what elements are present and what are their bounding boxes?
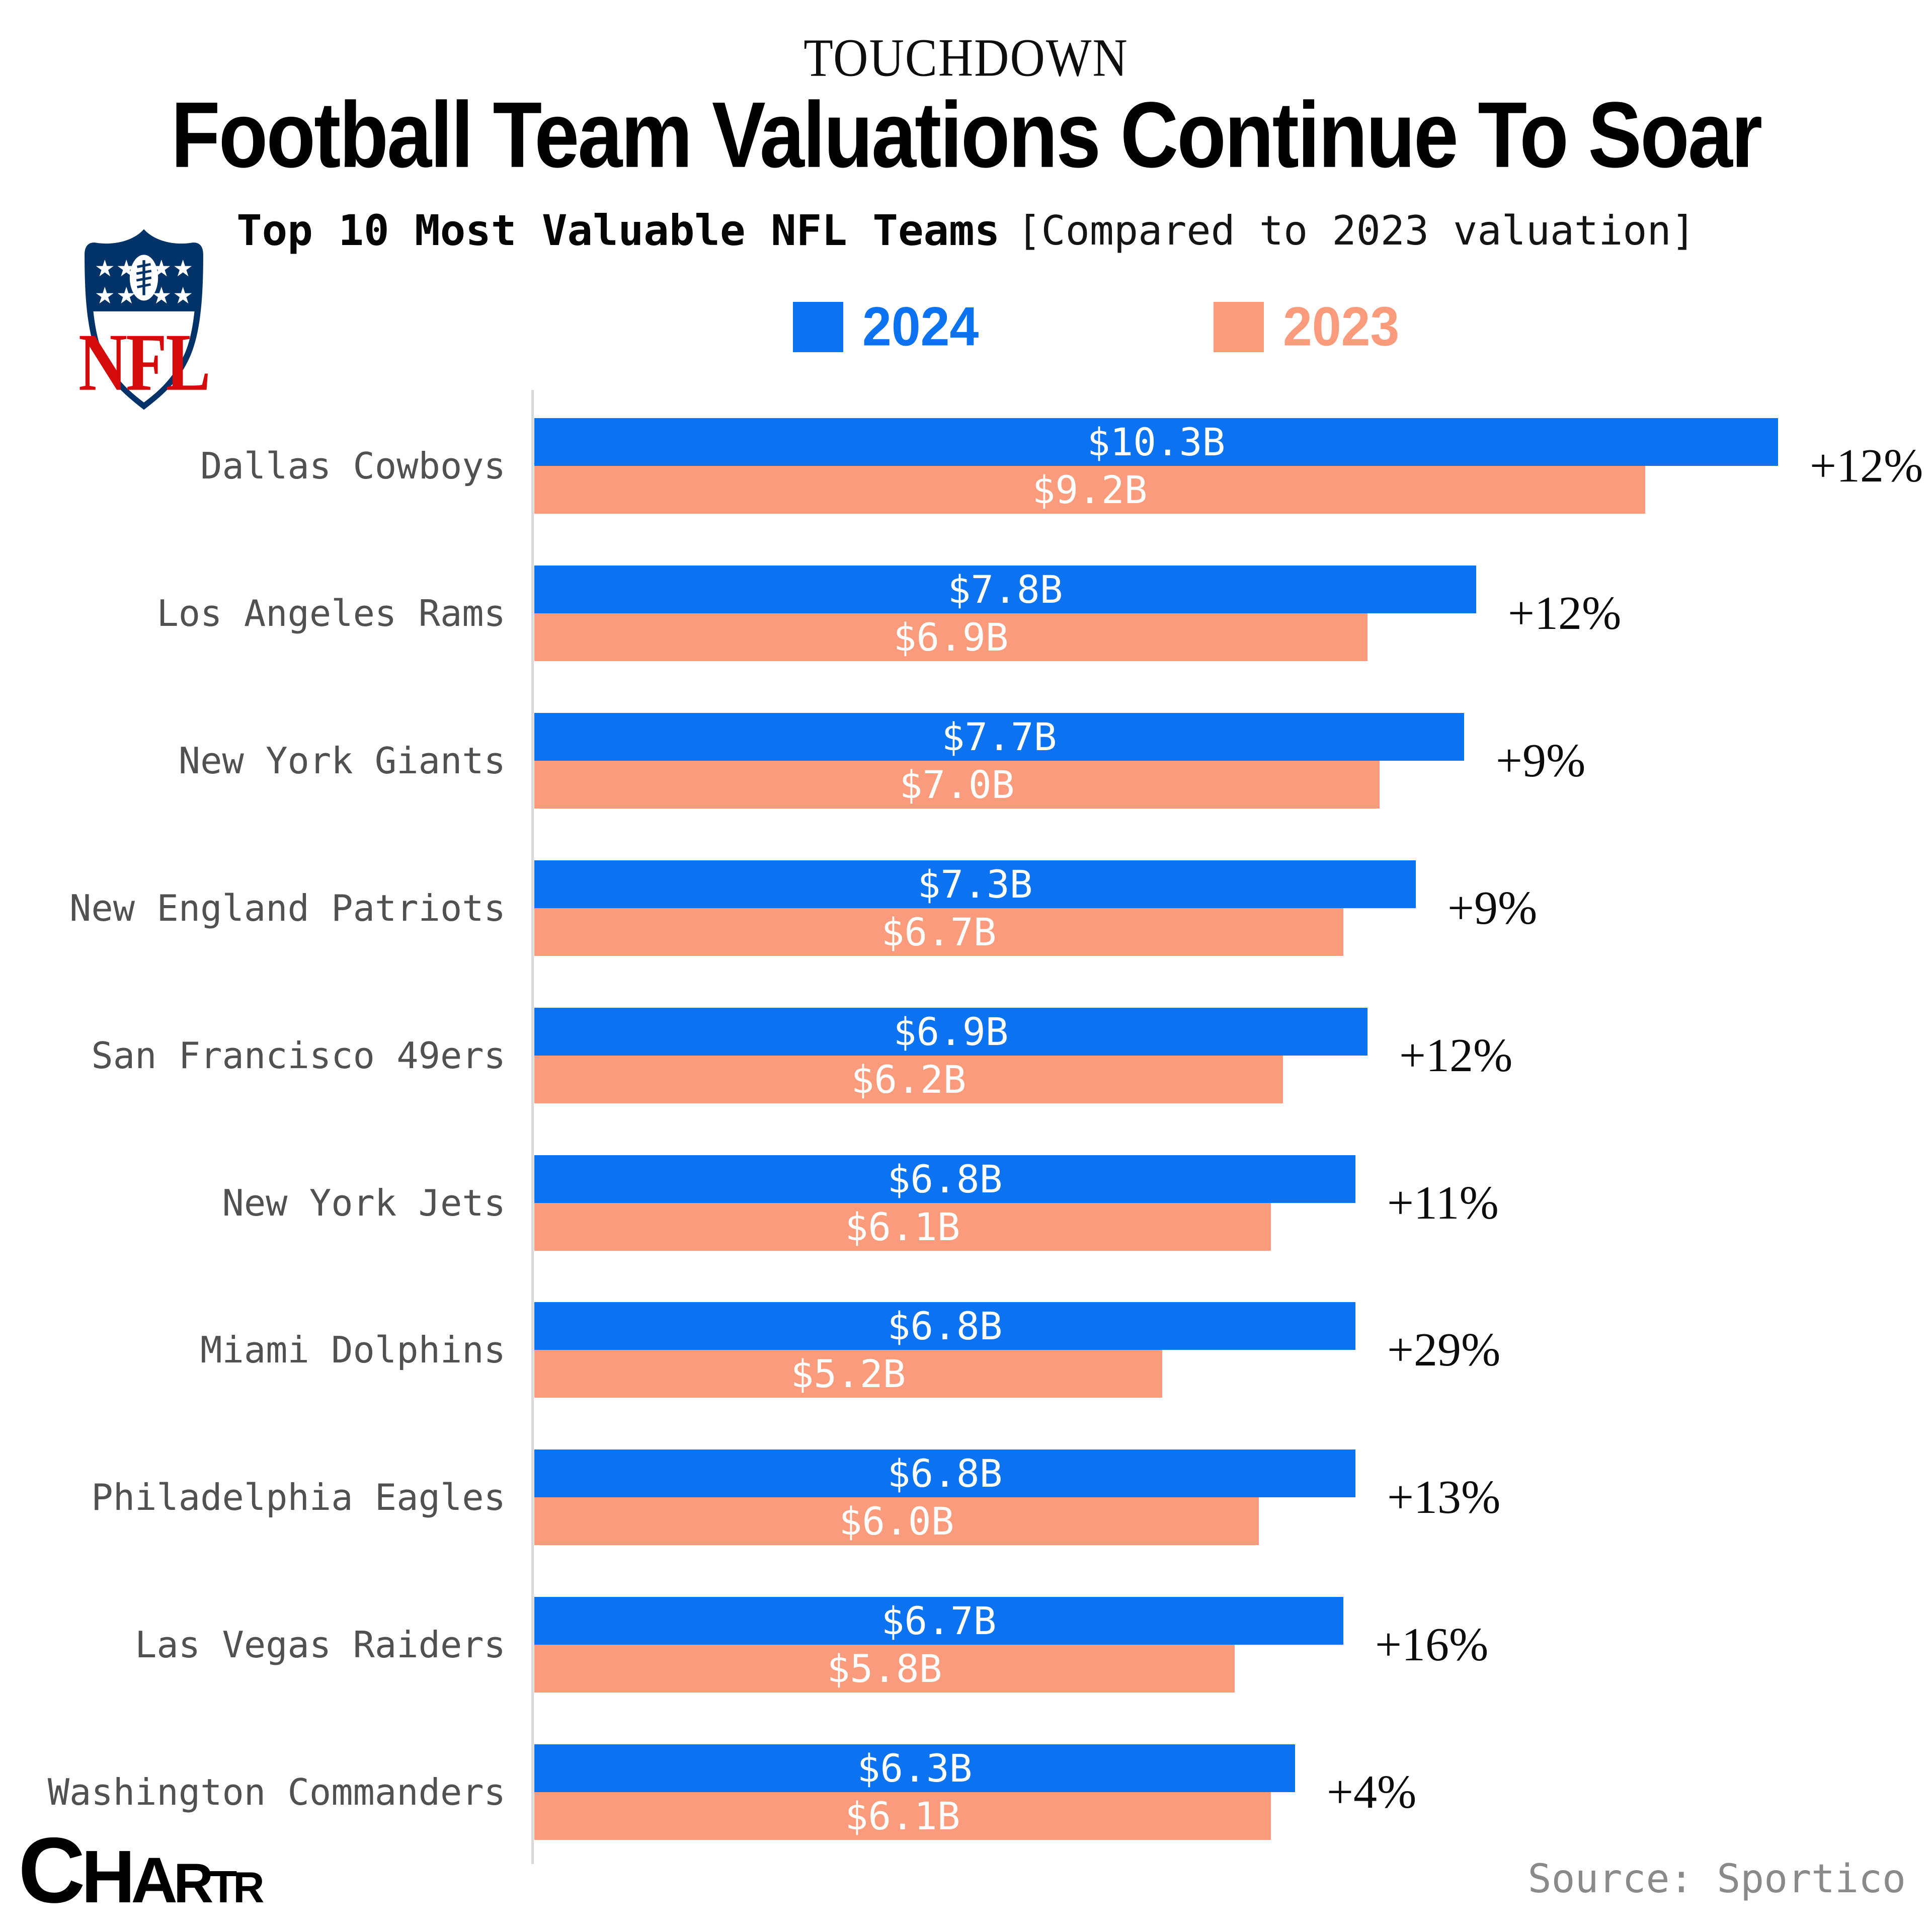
- value-label-2024: $7.7B: [941, 714, 1057, 759]
- team-row: Las Vegas Raiders $6.7B $5.8B +16%: [135, 1597, 1932, 1693]
- team-row: Dallas Cowboys $10.3B $9.2B +12%: [200, 418, 1932, 514]
- team-row: New England Patriots $7.3B $6.7B +9%: [69, 860, 1932, 956]
- change-label: +11%: [1387, 1176, 1499, 1229]
- team-label: New England Patriots: [69, 887, 506, 929]
- svg-text:★: ★: [95, 282, 115, 309]
- team-row: Philadelphia Eagles $6.8B $6.0B +13%: [91, 1450, 1932, 1546]
- nfl-stars: ★ ★ ★ ★ ★ ★ ★ ★: [95, 255, 193, 309]
- change-label: +13%: [1387, 1471, 1501, 1524]
- value-label-2024: $6.3B: [857, 1746, 973, 1791]
- value-label-2023: $6.7B: [881, 909, 997, 954]
- team-row: Miami Dolphins $6.8B $5.2B +29%: [200, 1302, 1932, 1398]
- bar-2024: $6.8B: [534, 1155, 1355, 1203]
- change-label: +12%: [1399, 1029, 1513, 1082]
- team-label: New York Giants: [178, 739, 506, 782]
- value-label-2024: $7.8B: [947, 567, 1063, 612]
- chartr-logo-letter: C: [18, 1819, 86, 1922]
- bar-2023: $7.0B: [534, 760, 1380, 809]
- value-label-2023: $6.2B: [851, 1057, 967, 1102]
- bar-2023: $5.2B: [534, 1350, 1162, 1398]
- bar-2024: $7.7B: [534, 712, 1464, 761]
- team-label: New York Jets: [222, 1181, 506, 1224]
- bar-2024: $6.9B: [534, 1007, 1367, 1056]
- change-label: +9%: [1496, 734, 1586, 787]
- team-row: Los Angeles Rams $7.8B $6.9B +12%: [156, 565, 1932, 661]
- value-label-2023: $6.9B: [893, 614, 1009, 660]
- subtitle-main: Top 10 Most Valuable NFL Teams: [236, 206, 1000, 255]
- nfl-football: [129, 255, 158, 301]
- bar-2023: $6.2B: [534, 1055, 1283, 1103]
- chartr-logo-letter: T: [209, 1862, 237, 1912]
- svg-text:★: ★: [173, 282, 193, 309]
- chartr-logo-letter: R: [173, 1853, 214, 1914]
- legend-label-2024: 2024: [862, 296, 979, 358]
- bar-2023: $6.9B: [534, 613, 1367, 661]
- value-label-2023: $5.2B: [790, 1351, 906, 1397]
- bar-2023: $6.0B: [534, 1497, 1259, 1546]
- value-label-2024: $6.8B: [887, 1451, 1003, 1496]
- value-label-2024: $6.9B: [893, 1009, 1009, 1054]
- nfl-wordmark: NFL: [78, 317, 209, 408]
- team-row: San Francisco 49ers $6.9B $6.2B +12%: [91, 1007, 1932, 1103]
- value-label-2023: $5.8B: [827, 1646, 942, 1692]
- team-label: Dallas Cowboys: [200, 445, 506, 487]
- kicker-text: TOUCHDOWN: [803, 27, 1129, 88]
- source-credit: Source: Sportico: [1527, 1857, 1906, 1902]
- team-row: Washington Commanders $6.3B $6.1B +4%: [48, 1744, 1932, 1840]
- change-label: +9%: [1447, 881, 1538, 934]
- bar-2024: $10.3B: [534, 418, 1778, 466]
- bar-2024: $6.8B: [534, 1450, 1355, 1498]
- legend-swatch-2024: [793, 302, 843, 352]
- value-label-2023: $6.1B: [845, 1794, 960, 1839]
- team-label: Miami Dolphins: [200, 1329, 506, 1372]
- value-label-2024: $10.3B: [1087, 420, 1226, 464]
- team-label: Philadelphia Eagles: [91, 1476, 506, 1519]
- chart-subtitle: Top 10 Most Valuable NFL Teams [Compared…: [0, 202, 1932, 259]
- subtitle-note: [Compared to 2023 valuation]: [1017, 207, 1696, 254]
- svg-text:★: ★: [173, 255, 193, 282]
- team-row: New York Giants $7.7B $7.0B +9%: [179, 712, 1932, 809]
- value-label-2023: $6.0B: [839, 1499, 954, 1544]
- bar-2024: $6.8B: [534, 1302, 1355, 1350]
- value-label-2023: $6.1B: [845, 1204, 960, 1249]
- team-label: San Francisco 49ers: [91, 1034, 506, 1077]
- legend-label-2023: 2023: [1283, 296, 1400, 358]
- page-title: Football Team Valuations Continue To Soa…: [0, 83, 1932, 187]
- nfl-shield-lower-field: [93, 311, 195, 403]
- svg-text:★: ★: [95, 255, 115, 282]
- bar-2024: $7.3B: [534, 860, 1416, 908]
- axis-baseline: [531, 390, 534, 1864]
- bar-2024: $7.8B: [534, 565, 1476, 613]
- bar-2024: $6.7B: [534, 1597, 1343, 1645]
- change-label: +4%: [1327, 1766, 1417, 1819]
- chartr-logo: CHARTR: [18, 1817, 265, 1924]
- team-label: Los Angeles Rams: [156, 592, 506, 634]
- change-label: +29%: [1387, 1324, 1501, 1377]
- bar-2023: $6.1B: [534, 1202, 1271, 1251]
- value-label-2024: $7.3B: [917, 861, 1033, 907]
- legend-swatch-2023: [1214, 302, 1264, 352]
- chartr-logo-letter: H: [81, 1835, 135, 1918]
- value-label-2024: $6.8B: [887, 1304, 1003, 1349]
- change-label: +12%: [1508, 587, 1622, 639]
- bar-2023: $6.7B: [534, 908, 1343, 956]
- bar-2023: $9.2B: [534, 466, 1645, 514]
- value-label-2023: $9.2B: [1032, 467, 1148, 512]
- team-label: Washington Commanders: [47, 1771, 506, 1814]
- page-title-text: Football Team Valuations Continue To Soa…: [171, 82, 1762, 187]
- bar-2024: $6.3B: [534, 1744, 1295, 1793]
- team-row: New York Jets $6.8B $6.1B +11%: [222, 1155, 1932, 1251]
- value-label-2024: $6.7B: [881, 1598, 997, 1644]
- bar-2023: $5.8B: [534, 1645, 1235, 1693]
- chartr-logo-letter: R: [233, 1864, 264, 1912]
- nfl-logo: ★ ★ ★ ★ ★ ★ ★ ★ NFL: [78, 229, 211, 410]
- change-label: +12%: [1810, 440, 1923, 492]
- value-label-2023: $7.0B: [899, 762, 1015, 807]
- bar-2023: $6.1B: [534, 1792, 1271, 1840]
- chartr-logo-letter: A: [131, 1844, 178, 1916]
- change-label: +16%: [1375, 1619, 1489, 1671]
- value-label-2024: $6.8B: [887, 1156, 1003, 1201]
- team-label: Las Vegas Raiders: [135, 1624, 506, 1666]
